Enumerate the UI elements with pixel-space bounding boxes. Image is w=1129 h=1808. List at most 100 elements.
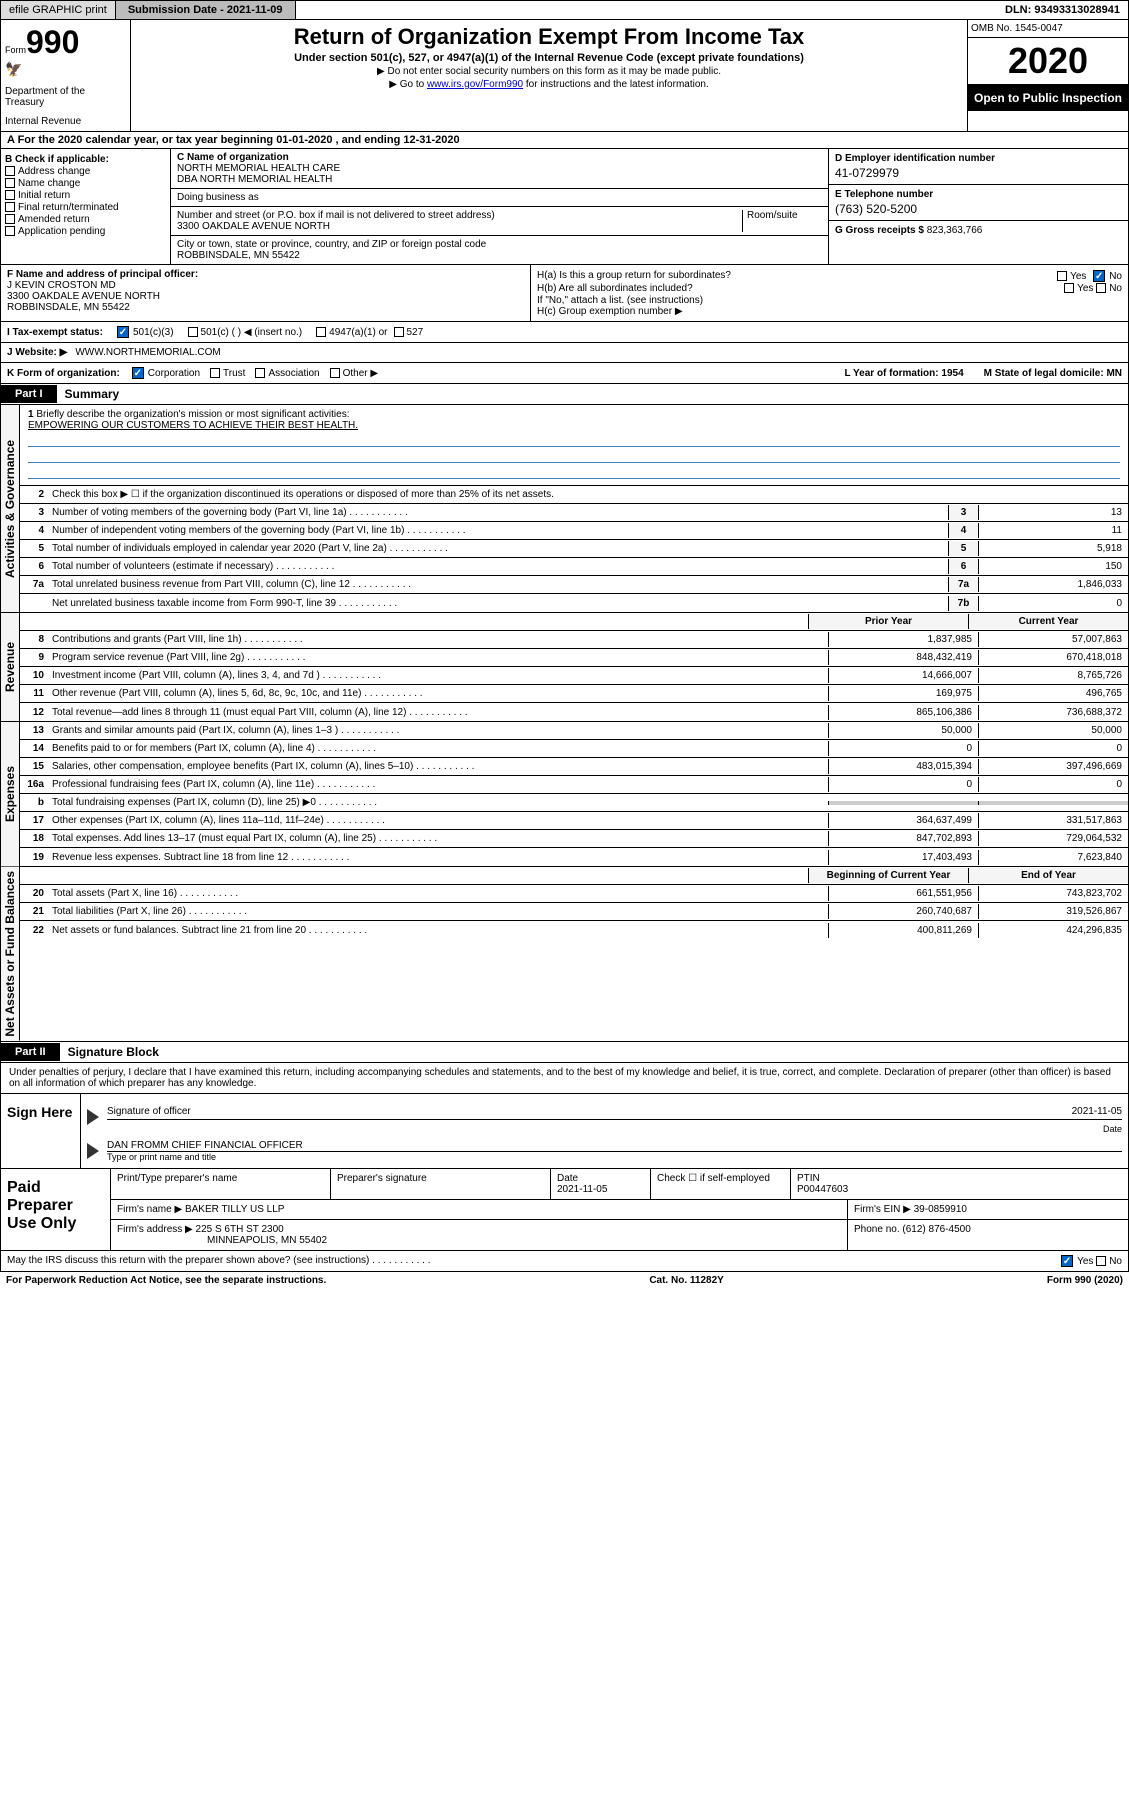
discuss-label: May the IRS discuss this return with the…: [7, 1255, 431, 1267]
efile-label: efile GRAPHIC print: [1, 1, 116, 19]
q1: Briefly describe the organization's miss…: [36, 409, 349, 420]
arrow-icon: [87, 1109, 99, 1125]
summary-row: 20Total assets (Part X, line 16)661,551,…: [20, 885, 1128, 903]
summary-row: 19Revenue less expenses. Subtract line 1…: [20, 848, 1128, 866]
j-label: J Website: ▶: [7, 347, 67, 358]
self-employed: Check ☐ if self-employed: [651, 1169, 791, 1199]
firm-name: BAKER TILLY US LLP: [185, 1204, 285, 1215]
officer-addr1: 3300 OAKDALE AVENUE NORTH: [7, 291, 524, 302]
col-b-header: B Check if applicable:: [5, 154, 166, 165]
h-a: H(a) Is this a group return for subordin…: [537, 270, 731, 282]
checkbox-amended[interactable]: [5, 214, 15, 224]
summary-expenses: Expenses 13Grants and similar amounts pa…: [0, 722, 1129, 867]
form-title: Return of Organization Exempt From Incom…: [135, 24, 963, 50]
paid-prep-label: Paid Preparer Use Only: [1, 1169, 111, 1250]
checkbox-app[interactable]: [5, 226, 15, 236]
irs-eagle-icon: 🦅: [5, 61, 126, 78]
city-value: ROBBINSDALE, MN 55422: [177, 250, 822, 261]
summary-row: 22Net assets or fund balances. Subtract …: [20, 921, 1128, 939]
prep-sig-label: Preparer's signature: [331, 1169, 551, 1199]
footer: For Paperwork Reduction Act Notice, see …: [0, 1272, 1129, 1289]
gross-value: 823,363,766: [927, 225, 983, 236]
discuss-no[interactable]: [1096, 1256, 1106, 1266]
topbar: efile GRAPHIC print Submission Date - 20…: [0, 0, 1129, 20]
k-assoc-check[interactable]: [255, 368, 265, 378]
summary-row: 21Total liabilities (Part X, line 26)260…: [20, 903, 1128, 921]
ein-value: 41-0729979: [835, 166, 1122, 180]
form-org-row: K Form of organization: ✓Corporation Tru…: [0, 363, 1129, 384]
form-note-ssn: ▶ Do not enter social security numbers o…: [135, 66, 963, 77]
part1-title: Summary: [57, 384, 128, 404]
k-label: K Form of organization:: [7, 368, 120, 379]
tax-exempt-row: I Tax-exempt status: ✓501(c)(3) 501(c) (…: [0, 322, 1129, 343]
dba-label: Doing business as: [177, 192, 822, 203]
firm-phone: (612) 876-4500: [902, 1224, 970, 1235]
summary-row: 7aTotal unrelated business revenue from …: [20, 576, 1128, 594]
tel-value: (763) 520-5200: [835, 202, 1122, 216]
part1-tab: Part I: [1, 385, 57, 403]
tel-label: E Telephone number: [835, 189, 1122, 200]
street-label: Number and street (or P.O. box if mail i…: [177, 210, 742, 221]
summary-row: bTotal fundraising expenses (Part IX, co…: [20, 794, 1128, 812]
form-note-link: ▶ Go to www.irs.gov/Form990 for instruct…: [135, 79, 963, 90]
checkbox-name[interactable]: [5, 178, 15, 188]
l-year: L Year of formation: 1954: [845, 368, 964, 379]
summary-row: 14Benefits paid to or for members (Part …: [20, 740, 1128, 758]
public-inspection: Open to Public Inspection: [968, 85, 1128, 111]
form-label: Form: [5, 45, 26, 55]
website-row: J Website: ▶ WWW.NORTHMEMORIAL.COM: [0, 343, 1129, 363]
summary-row: 16aProfessional fundraising fees (Part I…: [20, 776, 1128, 794]
summary-row: 5Total number of individuals employed in…: [20, 540, 1128, 558]
dept-irs: Internal Revenue: [5, 116, 126, 127]
officer-name: J KEVIN CROSTON MD: [7, 280, 524, 291]
firm-addr1: 225 S 6TH ST 2300: [196, 1224, 284, 1235]
paperwork-notice: For Paperwork Reduction Act Notice, see …: [6, 1275, 326, 1286]
firm-addr2: MINNEAPOLIS, MN 55402: [207, 1235, 327, 1246]
form-version: Form 990 (2020): [1047, 1275, 1123, 1286]
org-name-label: C Name of organization: [177, 152, 822, 163]
i-527-check[interactable]: [394, 327, 404, 337]
ha-yes[interactable]: [1057, 271, 1067, 281]
part2-header: Part II Signature Block: [0, 1042, 1129, 1063]
hb-yes[interactable]: [1064, 283, 1074, 293]
form-header: Form990 🦅 Department of the Treasury Int…: [0, 20, 1129, 132]
discuss-yes[interactable]: ✓: [1061, 1255, 1073, 1267]
side-netassets: Net Assets or Fund Balances: [1, 867, 20, 1041]
summary-revenue: Revenue Prior YearCurrent Year 8Contribu…: [0, 613, 1129, 722]
k-trust-check[interactable]: [210, 368, 220, 378]
ha-no[interactable]: ✓: [1093, 270, 1105, 282]
h-b: H(b) Are all subordinates included?: [537, 283, 693, 294]
summary-row: 17Other expenses (Part IX, column (A), l…: [20, 812, 1128, 830]
summary-row: 8Contributions and grants (Part VIII, li…: [20, 631, 1128, 649]
print-name-label: Print/Type preparer's name: [111, 1169, 331, 1199]
m-state: M State of legal domicile: MN: [984, 368, 1122, 379]
mission-text: EMPOWERING OUR CUSTOMERS TO ACHIEVE THEI…: [28, 420, 1120, 431]
website-value: WWW.NORTHMEMORIAL.COM: [75, 347, 220, 358]
section-a: A For the 2020 calendar year, or tax yea…: [0, 132, 1129, 149]
org-name-1: NORTH MEMORIAL HEALTH CARE: [177, 163, 822, 174]
dept-treasury: Department of the Treasury: [5, 86, 126, 108]
firm-ein: 39-0859910: [914, 1204, 967, 1215]
officer-addr2: ROBBINSDALE, MN 55422: [7, 302, 524, 313]
i-501c-check[interactable]: [188, 327, 198, 337]
checkbox-final[interactable]: [5, 202, 15, 212]
summary-row: 10Investment income (Part VIII, column (…: [20, 667, 1128, 685]
summary-row: 9Program service revenue (Part VIII, lin…: [20, 649, 1128, 667]
checkbox-addr[interactable]: [5, 166, 15, 176]
org-name-2: DBA NORTH MEMORIAL HEALTH: [177, 174, 822, 185]
hb-no[interactable]: [1096, 283, 1106, 293]
submission-date[interactable]: Submission Date - 2021-11-09: [116, 1, 296, 19]
k-other-check[interactable]: [330, 368, 340, 378]
checkbox-initial[interactable]: [5, 190, 15, 200]
street-value: 3300 OAKDALE AVENUE NORTH: [177, 221, 742, 232]
summary-row: 6Total number of volunteers (estimate if…: [20, 558, 1128, 576]
part2-tab: Part II: [1, 1043, 60, 1061]
irs-link[interactable]: www.irs.gov/Form990: [427, 79, 523, 90]
sign-here-label: Sign Here: [1, 1094, 81, 1168]
k-corp-check[interactable]: ✓: [132, 367, 144, 379]
i-501c3-check[interactable]: ✓: [117, 326, 129, 338]
cat-no: Cat. No. 11282Y: [649, 1275, 723, 1286]
city-label: City or town, state or province, country…: [177, 239, 822, 250]
summary-row: 3Number of voting members of the governi…: [20, 504, 1128, 522]
i-4947-check[interactable]: [316, 327, 326, 337]
